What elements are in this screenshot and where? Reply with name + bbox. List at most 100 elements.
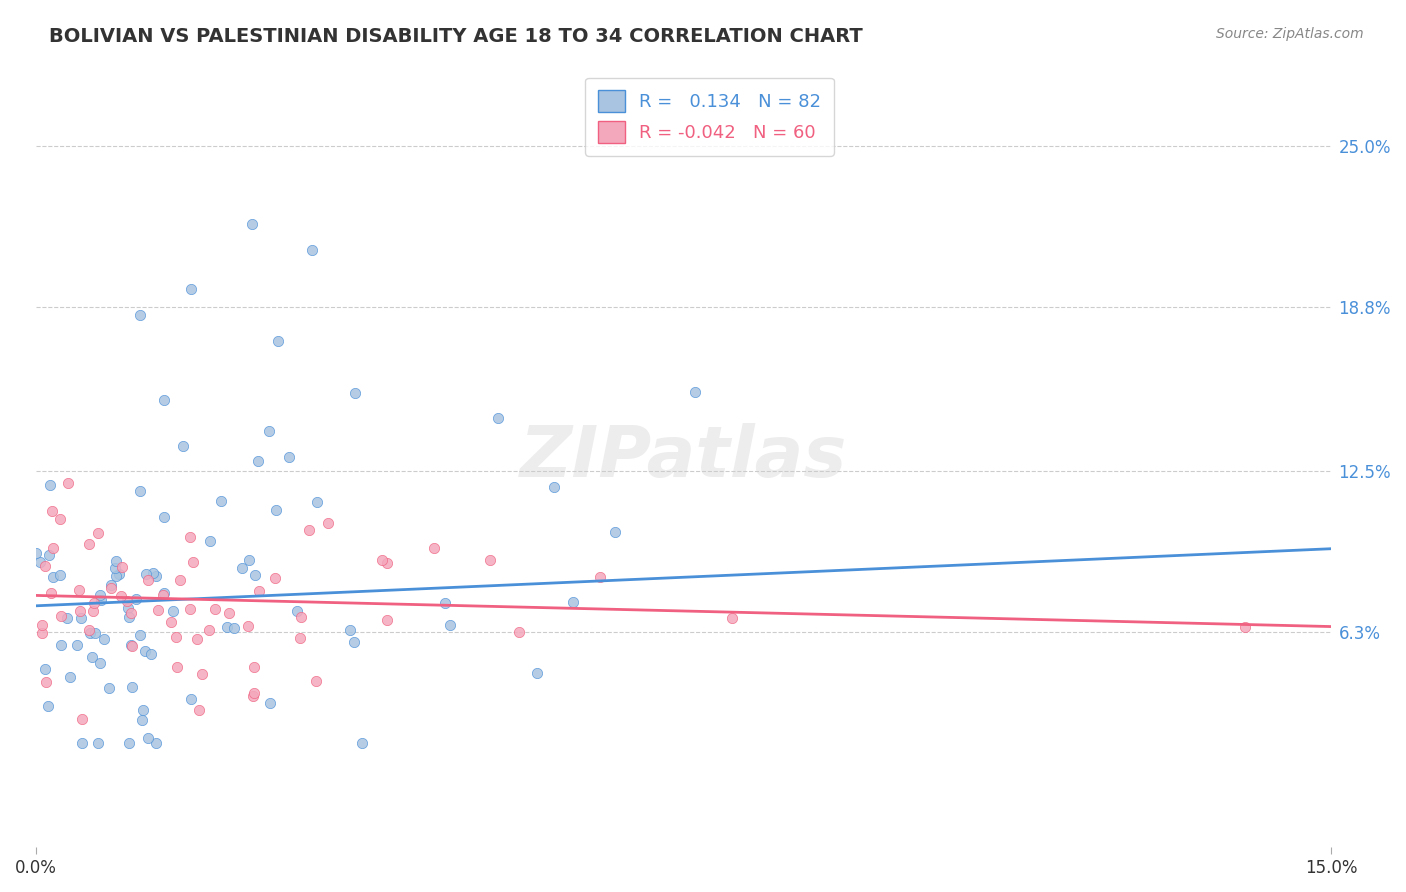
Point: [111, 559, 134, 574]
Point: [56, 610, 79, 624]
Point: [721, 611, 744, 625]
Point: [70, 611, 93, 625]
Point: [89, 656, 111, 670]
Point: [79, 626, 101, 640]
Point: [59, 670, 82, 684]
Point: [42, 541, 65, 556]
Point: [38, 478, 60, 492]
Point: [38, 548, 60, 562]
Point: [242, 660, 264, 674]
Point: [105, 569, 128, 583]
Text: ZIPatlas: ZIPatlas: [520, 424, 848, 492]
Point: [134, 643, 156, 657]
Text: Source: ZipAtlas.com: Source: ZipAtlas.com: [1216, 27, 1364, 41]
Point: [259, 696, 281, 710]
Point: [141, 566, 163, 580]
Point: [83, 625, 105, 640]
Point: [49, 512, 72, 526]
Point: [181, 555, 204, 569]
Point: [37, 698, 59, 713]
Point: [34, 663, 56, 677]
Point: [49, 608, 72, 623]
Point: [160, 615, 183, 629]
Point: [132, 703, 155, 717]
Point: [139, 647, 162, 661]
Point: [371, 552, 394, 566]
Point: [117, 736, 139, 750]
Point: [179, 601, 201, 615]
Point: [89, 588, 111, 602]
Point: [264, 571, 287, 585]
Point: [165, 630, 187, 644]
Point: [562, 595, 585, 609]
Point: [104, 553, 127, 567]
Point: [128, 308, 150, 322]
Point: [128, 483, 150, 498]
Point: [172, 439, 194, 453]
Point: [117, 594, 139, 608]
Point: [152, 588, 174, 602]
Point: [243, 686, 266, 700]
Point: [86, 526, 108, 541]
Point: [247, 584, 270, 599]
Point: [179, 530, 201, 544]
Point: [267, 334, 290, 348]
Point: [69, 604, 91, 618]
Point: [41, 504, 63, 518]
Point: [90, 593, 112, 607]
Point: [218, 606, 240, 620]
Point: [31, 618, 53, 632]
Point: [298, 524, 321, 538]
Point: [77, 624, 100, 638]
Point: [198, 623, 221, 637]
Point: [343, 635, 366, 649]
Point: [238, 553, 260, 567]
Point: [166, 660, 188, 674]
Point: [35, 674, 58, 689]
Point: [246, 454, 269, 468]
Point: [603, 524, 626, 539]
Point: [97, 681, 120, 695]
Point: [39, 586, 62, 600]
Point: [215, 620, 238, 634]
Point: [434, 596, 457, 610]
Point: [124, 592, 146, 607]
Point: [259, 424, 281, 438]
Point: [508, 625, 530, 640]
Point: [240, 217, 263, 231]
Point: [245, 568, 267, 582]
Point: [238, 619, 260, 633]
Point: [121, 639, 143, 653]
Point: [242, 689, 264, 703]
Point: [180, 692, 202, 706]
Point: [131, 713, 153, 727]
Point: [305, 673, 328, 688]
Point: [479, 553, 502, 567]
Point: [146, 603, 169, 617]
Point: [129, 627, 152, 641]
Point: [264, 503, 287, 517]
Point: [136, 731, 159, 746]
Point: [41, 570, 63, 584]
Point: [120, 638, 142, 652]
Point: [169, 574, 191, 588]
Point: [135, 566, 157, 581]
Point: [589, 570, 612, 584]
Point: [51, 638, 73, 652]
Point: [277, 450, 299, 465]
Point: [543, 480, 565, 494]
Point: [82, 604, 104, 618]
Point: [93, 632, 115, 647]
Point: [288, 631, 311, 645]
Point: [67, 582, 90, 597]
Point: [683, 384, 706, 399]
Point: [145, 569, 167, 583]
Point: [70, 736, 93, 750]
Point: [77, 536, 100, 550]
Point: [152, 586, 174, 600]
Point: [339, 623, 361, 637]
Point: [120, 606, 142, 620]
Point: [198, 533, 221, 548]
Point: [136, 573, 159, 587]
Point: [153, 510, 176, 524]
